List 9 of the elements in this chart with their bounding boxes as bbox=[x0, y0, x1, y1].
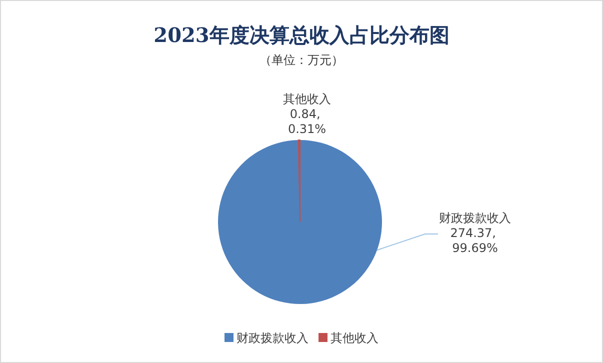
chart-title: 2023年度决算总收入占比分布图 bbox=[154, 23, 450, 47]
data-label: 274.37, 99.69% bbox=[450, 226, 500, 255]
legend-label: 财政拨款收入 bbox=[236, 331, 308, 345]
data-label: 0.84, 0.31% bbox=[288, 107, 326, 136]
legend-label: 其他收入 bbox=[330, 331, 378, 345]
chart-subtitle: （单位：万元） bbox=[260, 53, 344, 67]
slice-label: 其他收入 bbox=[283, 92, 331, 106]
pie-slice bbox=[218, 140, 382, 304]
slice-label: 财政拨款收入 bbox=[439, 211, 511, 225]
